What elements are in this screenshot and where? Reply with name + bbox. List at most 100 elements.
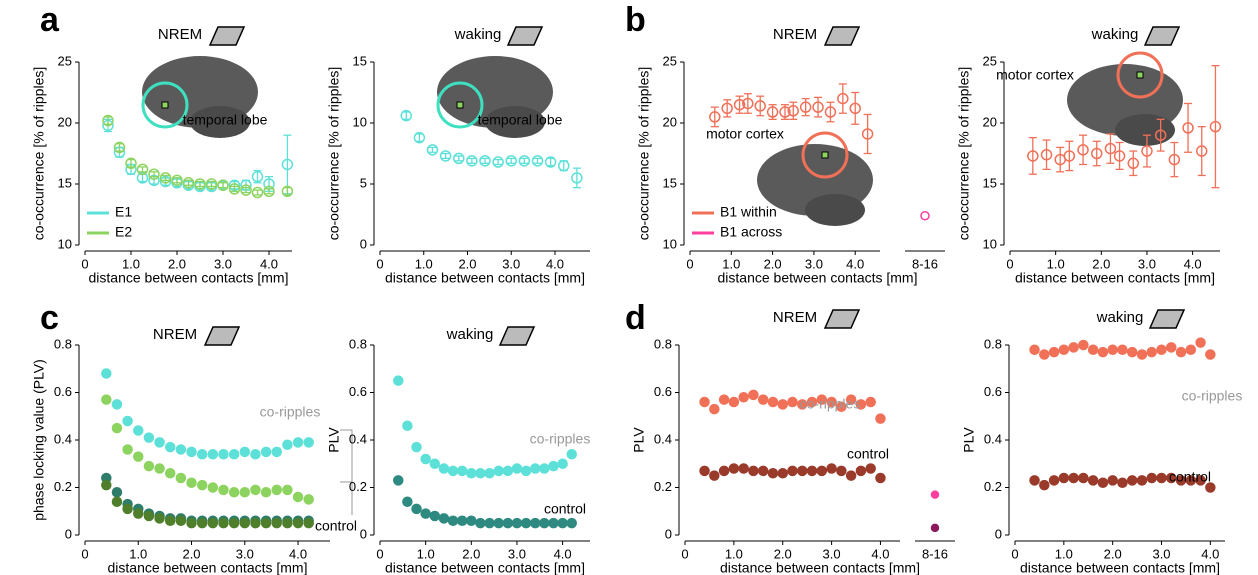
data-point [484, 517, 495, 529]
x-tick-label: 1.0 [415, 256, 433, 271]
panel: c NREM 0 0.2 0.4 0.6 0.8 0 1.0 2.0 3.0 4.0distance … [31, 299, 357, 575]
data-point [806, 396, 818, 408]
data-point [548, 517, 559, 529]
data-point [1048, 346, 1060, 358]
data-point [502, 465, 514, 477]
data-point [1185, 344, 1197, 355]
y-axis-label: co-occurrence [% of ripples] [636, 67, 652, 241]
data-point [186, 517, 197, 529]
data-point [218, 484, 229, 496]
annotation: co-ripples [1182, 388, 1243, 404]
data-point [400, 109, 412, 122]
y-tick-label: 20 [663, 114, 677, 129]
data-point [1182, 122, 1194, 134]
y-tick-label: 0.2 [654, 479, 672, 494]
data-point [164, 468, 176, 479]
data-point [402, 496, 413, 507]
annotation: co-ripples [530, 431, 591, 447]
y-tick-label: 0.4 [984, 431, 1002, 446]
data-point [263, 185, 275, 198]
data-point [837, 92, 849, 105]
x-tick-label: 3.0 [823, 546, 841, 561]
panel-letter: a [40, 1, 60, 39]
contact [456, 101, 464, 109]
data-point [520, 517, 532, 529]
data-point [493, 465, 504, 477]
x-tick-label: 0 [81, 546, 88, 561]
brain-image [805, 194, 865, 226]
data-point [207, 517, 219, 529]
x-tick-label: 2.0 [774, 546, 792, 561]
data-point [196, 479, 208, 491]
x-axis-label: distance between contacts [mm] [385, 560, 585, 575]
data-point [1063, 150, 1076, 162]
data-point [1087, 344, 1099, 355]
data-point [143, 460, 155, 472]
data-point [1175, 475, 1187, 486]
region-ring [141, 81, 189, 129]
data-point [1113, 150, 1126, 162]
data-point [529, 463, 541, 474]
data-point [251, 170, 264, 183]
data-point [1168, 153, 1181, 166]
data-point [420, 453, 431, 465]
chart-title: NREM [773, 26, 817, 43]
x-tick-label: 2.0 [1104, 546, 1122, 561]
bracket [340, 429, 353, 515]
data-point [251, 186, 264, 199]
data-point [787, 465, 798, 477]
data-point [1209, 120, 1222, 133]
data-point [438, 463, 450, 474]
data-point [1146, 346, 1157, 358]
legend-label: E2 [115, 224, 132, 240]
data-point [218, 517, 229, 529]
data-point [1097, 346, 1109, 358]
data-point [228, 183, 241, 195]
annotation: temporal lobe [478, 112, 563, 128]
region-ring [1116, 51, 1164, 99]
data-point [1185, 475, 1197, 486]
annotation: control [315, 518, 357, 534]
annotation: temporal lobe [183, 112, 268, 128]
data-point [930, 523, 940, 533]
data-point [260, 446, 272, 458]
data-point [777, 399, 788, 410]
contact [1136, 71, 1144, 79]
brain-image [485, 106, 545, 138]
x-axis-label: distance between contacts [mm] [89, 270, 289, 286]
data-point [855, 465, 867, 477]
data-point [754, 100, 766, 112]
data-point [566, 517, 577, 529]
x-axis-label: distance between contacts [mm] [385, 270, 585, 286]
data-point [787, 396, 798, 408]
y-tick-label: 5 [360, 175, 367, 190]
data-point [699, 396, 710, 408]
data-point [566, 449, 577, 460]
chart-title: waking [1096, 309, 1144, 326]
data-point [511, 463, 523, 474]
data-point [429, 510, 441, 522]
data-point [1078, 472, 1089, 484]
data-point [787, 105, 800, 117]
data-point [154, 513, 165, 524]
y-tick-label: 15 [983, 175, 997, 190]
data-point [845, 470, 857, 481]
x-tick-label: 1.0 [417, 546, 435, 561]
annotation: control [1169, 469, 1211, 485]
data-point [849, 102, 861, 115]
data-point [1107, 344, 1118, 355]
y-axis-label: co-occurrence [% of ripples] [31, 67, 47, 241]
data-point [122, 415, 133, 427]
y-tick-label: 0 [665, 526, 672, 541]
data-point [260, 487, 272, 498]
data-point [1156, 344, 1167, 355]
y-tick-label: 0.4 [654, 431, 672, 446]
y-tick-label: 20 [983, 114, 997, 129]
y-tick-label: 0 [360, 526, 367, 541]
data-point [125, 157, 137, 170]
x-tick-label: 3.0 [805, 256, 823, 271]
